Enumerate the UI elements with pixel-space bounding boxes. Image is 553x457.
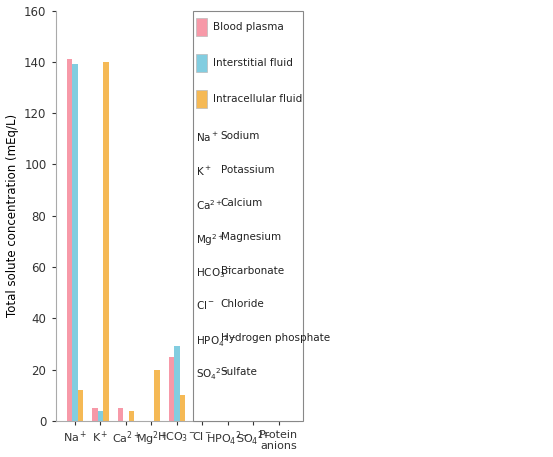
- Bar: [276, 416, 281, 421]
- Text: Magnesium: Magnesium: [221, 232, 281, 242]
- Bar: [200, 121, 205, 421]
- Text: Blood plasma: Blood plasma: [213, 22, 284, 32]
- FancyBboxPatch shape: [192, 11, 303, 421]
- Bar: [98, 410, 103, 421]
- Bar: [118, 408, 123, 421]
- Bar: [180, 395, 185, 421]
- Bar: [225, 416, 231, 421]
- Text: Sulfate: Sulfate: [221, 367, 258, 377]
- Bar: [169, 357, 174, 421]
- Bar: [220, 416, 225, 421]
- Bar: [245, 418, 251, 421]
- Bar: [103, 62, 109, 421]
- Bar: [78, 390, 84, 421]
- Text: Mg$^{2+}$: Mg$^{2+}$: [196, 232, 226, 248]
- Bar: [231, 165, 236, 421]
- Text: Cl$^-$: Cl$^-$: [196, 299, 215, 311]
- Y-axis label: Total solute concentration (mEq/L): Total solute concentration (mEq/L): [6, 114, 19, 317]
- Text: K$^+$: K$^+$: [196, 165, 212, 178]
- Text: HPO$_4$$^{2-}$: HPO$_4$$^{2-}$: [196, 333, 237, 349]
- Text: Chloride: Chloride: [221, 299, 264, 309]
- Bar: [92, 408, 98, 421]
- Text: Hydrogen phosphate: Hydrogen phosphate: [221, 333, 330, 343]
- Text: Na$^+$: Na$^+$: [196, 131, 220, 144]
- Bar: [174, 346, 180, 421]
- Text: Intracellular fluid: Intracellular fluid: [213, 94, 302, 104]
- Text: Interstitial fluid: Interstitial fluid: [213, 58, 293, 68]
- Bar: [66, 59, 72, 421]
- Text: HCO$_3$$^-$: HCO$_3$$^-$: [196, 266, 233, 280]
- Bar: [281, 292, 287, 421]
- Bar: [251, 418, 256, 421]
- Bar: [154, 370, 160, 421]
- Text: Ca$^{2+}$: Ca$^{2+}$: [196, 198, 223, 212]
- Bar: [270, 370, 276, 421]
- FancyBboxPatch shape: [196, 54, 207, 72]
- Bar: [194, 144, 200, 421]
- Bar: [256, 370, 262, 421]
- FancyBboxPatch shape: [196, 18, 207, 36]
- Bar: [205, 408, 211, 421]
- Text: Sodium: Sodium: [221, 131, 260, 141]
- Text: Calcium: Calcium: [221, 198, 263, 208]
- FancyBboxPatch shape: [196, 90, 207, 108]
- Text: Potassium: Potassium: [221, 165, 274, 175]
- Bar: [72, 64, 78, 421]
- Text: Bicarbonate: Bicarbonate: [221, 266, 284, 276]
- Text: SO$_4$$^{2-}$: SO$_4$$^{2-}$: [196, 367, 229, 382]
- Bar: [129, 410, 134, 421]
